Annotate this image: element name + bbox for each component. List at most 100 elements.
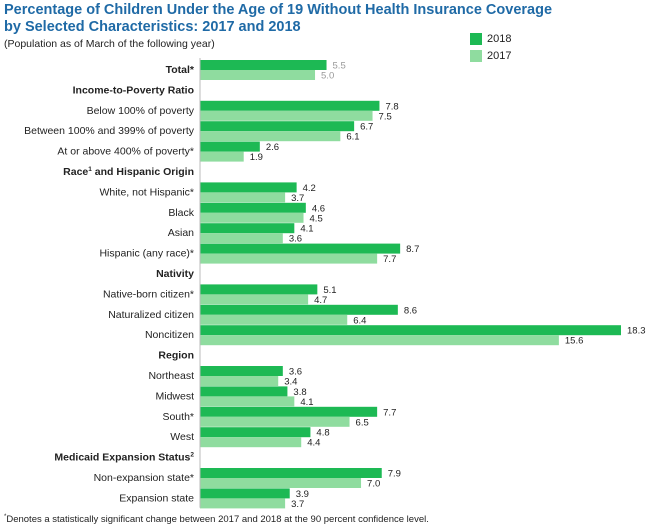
value-label-2018-asian: 4.1 <box>300 224 313 235</box>
legend-item-2018: 2018 <box>470 32 511 46</box>
bar-2018-black <box>200 202 306 213</box>
legend-swatch-2017 <box>470 50 482 62</box>
bar-2018-total <box>200 60 327 70</box>
category-label-hispanic-any-race: Hispanic (any race)* <box>99 248 194 260</box>
value-label-2018-midwest: 3.8 <box>293 387 306 398</box>
value-label-2018-south: 7.7 <box>383 407 396 418</box>
value-label-2018-total: 5.5 <box>333 61 346 72</box>
bar-2018-expansion-state <box>200 488 290 499</box>
value-label-2017-south: 6.5 <box>356 417 369 428</box>
bar-2018-white-not-hispanic <box>200 182 297 193</box>
category-label-noncitizen: Noncitizen <box>145 329 194 341</box>
value-label-2018-non-expansion-state: 7.9 <box>388 469 401 480</box>
bar-2017-naturalized-citizen <box>200 314 348 325</box>
bar-2018-between-100-and-399-of-poverty <box>200 121 355 132</box>
value-label-2018-black: 4.6 <box>312 203 325 214</box>
category-label-total: Total* <box>166 64 195 76</box>
value-label-2017-native-born-citizen: 4.7 <box>314 295 327 306</box>
value-label-2017-between-100-and-399-of-poverty: 6.1 <box>346 132 359 143</box>
category-label-white-not-hispanic: White, not Hispanic* <box>99 186 194 198</box>
bar-2017-native-born-citizen <box>200 294 309 305</box>
value-label-2018-noncitizen: 18.3 <box>627 326 646 337</box>
value-label-2017-black: 4.5 <box>310 213 323 224</box>
legend-label-2017: 2017 <box>487 50 512 62</box>
value-label-2018-white-not-hispanic: 4.2 <box>303 183 316 194</box>
bar-2018-northeast <box>200 366 283 376</box>
bar-2018-west <box>200 427 311 438</box>
section-header-medicaid-expansion-status: Medicaid Expansion Status2 <box>54 452 194 464</box>
bar-2018-naturalized-citizen <box>200 304 398 315</box>
category-label-midwest: Midwest <box>155 390 194 402</box>
value-label-2017-noncitizen: 15.6 <box>565 336 584 347</box>
footnote: *Denotes a statistically significant cha… <box>4 514 429 525</box>
category-label-northeast: Northeast <box>148 370 194 382</box>
section-header-nativity: Nativity <box>156 268 194 280</box>
chart-title-line1: Percentage of Children Under the Age of … <box>4 2 553 18</box>
bar-2018-hispanic-any-race <box>200 243 401 254</box>
bar-2017-noncitizen <box>200 335 559 346</box>
value-label-2017-naturalized-citizen: 6.4 <box>353 315 366 326</box>
bar-2017-expansion-state <box>200 498 286 509</box>
value-label-2018-native-born-citizen: 5.1 <box>323 285 336 296</box>
value-label-2017-northeast: 3.4 <box>284 377 297 388</box>
value-label-2017-non-expansion-state: 7.0 <box>367 479 380 490</box>
value-label-2017-west: 4.4 <box>307 438 320 449</box>
value-label-2018-below-100-of-poverty: 7.8 <box>385 101 398 112</box>
category-label-west: West <box>170 431 194 443</box>
bar-2018-midwest <box>200 386 288 397</box>
bar-2017-south <box>200 416 350 427</box>
value-label-2017-asian: 3.6 <box>289 234 302 245</box>
category-label-naturalized-citizen: Naturalized citizen <box>108 309 194 321</box>
bar-2017-asian <box>200 233 283 244</box>
footnote-text: Denotes a statistically significant chan… <box>6 514 429 526</box>
value-label-2017-total: 5.0 <box>321 71 334 82</box>
category-label-at-or-above-400-of-poverty: At or above 400% of poverty* <box>57 146 194 158</box>
category-label-non-expansion-state: Non-expansion state* <box>94 472 194 484</box>
category-label-asian: Asian <box>168 227 194 239</box>
bar-2017-midwest <box>200 396 295 407</box>
value-label-2017-midwest: 4.1 <box>300 397 313 408</box>
chart-title-line2: by Selected Characteristics: 2017 and 20… <box>4 19 301 35</box>
bar-2017-non-expansion-state <box>200 478 362 488</box>
bar-2018-at-or-above-400-of-poverty <box>200 141 260 152</box>
legend-label-2018: 2018 <box>487 33 512 45</box>
bar-2018-non-expansion-state <box>200 468 382 478</box>
chart-title: Percentage of Children Under the Age of … <box>4 2 604 36</box>
value-label-2018-hispanic-any-race: 8.7 <box>406 244 419 255</box>
category-label-south: South* <box>162 411 194 423</box>
bar-2017-northeast <box>200 376 279 386</box>
value-label-2018-northeast: 3.6 <box>289 367 302 378</box>
bar-2018-native-born-citizen <box>200 284 318 295</box>
value-label-2017-hispanic-any-race: 7.7 <box>383 254 396 265</box>
value-label-2018-at-or-above-400-of-poverty: 2.6 <box>266 142 279 153</box>
bar-2017-below-100-of-poverty <box>200 110 373 121</box>
bar-2018-south <box>200 406 378 417</box>
bar-2018-asian <box>200 223 295 234</box>
legend-item-2017: 2017 <box>470 49 511 63</box>
section-header-race-and-hispanic-origin: Race1 and Hispanic Origin <box>63 166 194 178</box>
value-label-2018-expansion-state: 3.9 <box>296 489 309 500</box>
category-label-below-100-of-poverty: Below 100% of poverty <box>87 105 195 117</box>
bar-2017-west <box>200 437 302 448</box>
bar-2017-at-or-above-400-of-poverty <box>200 151 244 162</box>
category-label-native-born-citizen: Native-born citizen* <box>103 288 194 300</box>
bar-2017-hispanic-any-race <box>200 253 378 264</box>
value-label-2018-west: 4.8 <box>316 428 329 439</box>
value-label-2017-expansion-state: 3.7 <box>291 499 304 510</box>
section-header-region: Region <box>158 350 194 362</box>
value-label-2017-white-not-hispanic: 3.7 <box>291 193 304 204</box>
legend-swatch-2018 <box>470 33 482 45</box>
category-label-between-100-and-399-of-poverty: Between 100% and 399% of poverty <box>24 125 195 137</box>
bar-2017-black <box>200 212 304 223</box>
bar-2018-below-100-of-poverty <box>200 100 380 111</box>
bar-2017-total <box>200 70 316 80</box>
footnote-marker: * <box>4 514 7 520</box>
section-header-income-to-poverty-ratio: Income-to-Poverty Ratio <box>73 84 194 96</box>
value-label-2018-between-100-and-399-of-poverty: 6.7 <box>360 122 373 133</box>
bar-2017-between-100-and-399-of-poverty <box>200 131 341 142</box>
chart-subtitle: (Population as of March of the following… <box>4 38 215 50</box>
value-label-2018-naturalized-citizen: 8.6 <box>404 305 417 316</box>
chart-legend: 2018 2017 <box>470 32 511 66</box>
bar-2017-white-not-hispanic <box>200 192 286 203</box>
